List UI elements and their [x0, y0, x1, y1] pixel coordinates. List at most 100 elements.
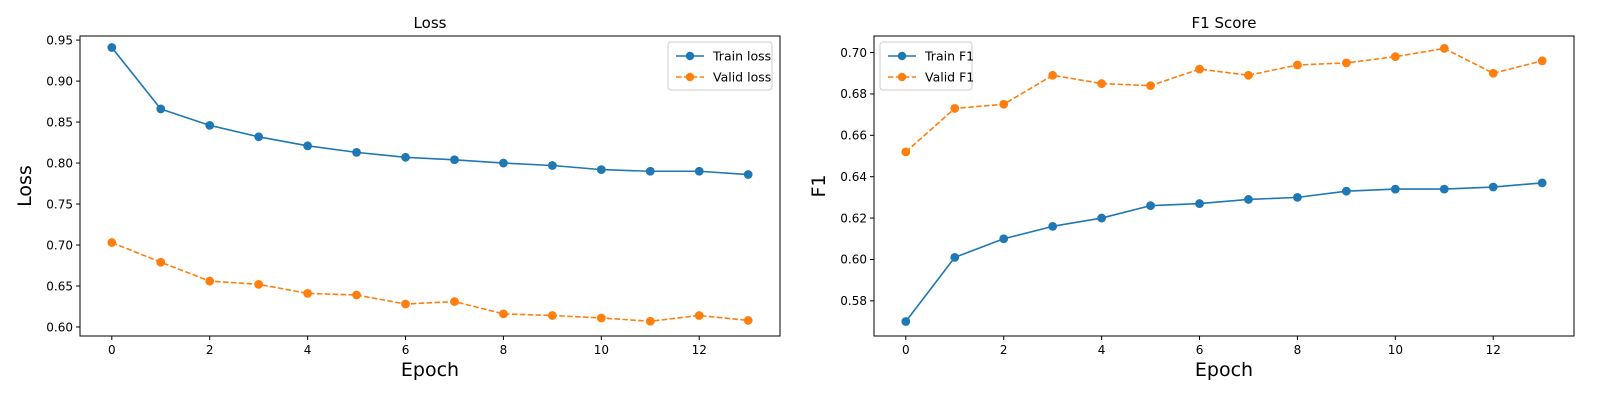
f1-y-axis-ticks: 0.58 0.60 0.62 0.64 0.66 0.68 0.70 — [840, 46, 874, 308]
f1-legend-train-label: Train F1 — [924, 49, 974, 64]
loss-train-loss-point — [645, 166, 655, 176]
loss-y-tick-label: 0.90 — [46, 74, 73, 88]
loss-valid-loss-point — [254, 279, 264, 289]
f1-valid-f1-point — [999, 99, 1009, 109]
loss-y-axis-title: Loss — [14, 165, 36, 207]
f1-valid-f1-point — [1048, 70, 1058, 80]
loss-chart: Loss 0.60 0.65 0.70 0.75 0.80 0.85 0.90 0.95 0 2… — [14, 14, 781, 381]
f1-train-f1-point — [1146, 201, 1155, 211]
f1-train-f1-line — [905, 182, 1543, 323]
f1-x-tick-label: 6 — [1196, 343, 1204, 357]
f1-y-tick-label: 0.60 — [840, 253, 867, 267]
f1-legend-train-marker — [897, 51, 907, 61]
loss-valid-loss-point — [694, 311, 704, 320]
loss-valid-loss-point — [450, 297, 459, 306]
loss-valid-loss-point — [303, 288, 313, 298]
loss-train-loss-point — [254, 132, 264, 142]
loss-x-tick-label: 0 — [108, 343, 116, 357]
f1-train-f1-point — [999, 234, 1009, 244]
f1-train-f1-point — [1439, 184, 1449, 194]
loss-legend-train-label: Train loss — [712, 49, 771, 64]
f1-train-f1-point — [1195, 199, 1204, 208]
loss-valid-loss-point — [352, 290, 361, 300]
loss-y-tick-label: 0.80 — [46, 156, 73, 170]
loss-series-layer — [107, 43, 753, 326]
f1-y-tick-label: 0.64 — [840, 170, 867, 184]
f1-y-tick-label: 0.62 — [840, 211, 867, 225]
f1-x-axis-ticks: 0 2 4 6 8 10 12 — [902, 336, 1501, 357]
f1-train-f1-point — [1244, 195, 1253, 204]
loss-legend-valid-label: Valid loss — [713, 70, 771, 85]
loss-plot-area — [79, 35, 781, 337]
f1-legend: Train F1 Valid F1 — [879, 41, 974, 91]
loss-valid-loss-point — [596, 313, 606, 323]
loss-chart-title: Loss — [414, 14, 447, 32]
loss-x-tick-label: 12 — [692, 343, 707, 357]
f1-valid-f1-point — [1439, 44, 1449, 53]
f1-valid-f1-point — [1341, 58, 1351, 68]
loss-valid-loss-point — [401, 299, 410, 309]
f1-valid-f1-point — [950, 104, 960, 113]
f1-valid-f1-point — [901, 147, 911, 157]
f1-valid-f1-point — [1293, 60, 1302, 70]
loss-train-loss-point — [499, 158, 508, 168]
loss-legend: Train loss Valid loss — [667, 41, 773, 91]
f1-plot-area — [873, 35, 1575, 337]
loss-train-loss-point — [450, 155, 459, 165]
f1-y-tick-label: 0.58 — [840, 294, 867, 308]
loss-x-tick-label: 6 — [402, 343, 410, 357]
loss-valid-loss-line — [111, 241, 749, 323]
f1-valid-f1-point — [1244, 70, 1253, 80]
loss-y-tick-label: 0.85 — [46, 115, 73, 129]
loss-train-loss-point — [401, 152, 410, 162]
loss-legend-valid-marker — [685, 72, 695, 82]
f1-x-tick-label: 8 — [1294, 343, 1302, 357]
f1-valid-f1-point — [1146, 81, 1155, 91]
loss-train-loss-point — [694, 166, 704, 176]
loss-train-loss-point — [156, 104, 166, 114]
loss-y-tick-label: 0.70 — [46, 238, 73, 252]
f1-train-f1-point — [1537, 178, 1547, 188]
f1-valid-f1-point — [1537, 56, 1547, 66]
f1-legend-valid-label: Valid F1 — [925, 70, 974, 85]
loss-x-tick-label: 8 — [500, 343, 508, 357]
loss-x-tick-label: 4 — [304, 343, 312, 357]
f1-y-tick-label: 0.70 — [840, 46, 867, 60]
loss-x-tick-label: 2 — [206, 343, 214, 357]
f1-train-f1-point — [1097, 213, 1107, 223]
loss-y-axis-ticks: 0.60 0.65 0.70 0.75 0.80 0.85 0.90 0.95 — [46, 33, 80, 334]
loss-valid-loss-point — [499, 309, 508, 319]
loss-train-loss-point — [596, 165, 606, 175]
f1-y-tick-label: 0.68 — [840, 87, 867, 101]
loss-train-loss-point — [352, 147, 361, 157]
loss-train-loss-point — [205, 120, 215, 130]
f1-x-axis-title: Epoch — [1195, 359, 1253, 381]
f1-valid-f1-point — [1097, 79, 1107, 88]
f1-series-layer — [901, 44, 1547, 326]
loss-valid-loss-point — [156, 257, 166, 267]
f1-train-f1-point — [1341, 186, 1351, 196]
f1-chart: F1 Score 0.58 0.60 0.62 0.64 0.66 0.68 0.70 0 2… — [808, 14, 1575, 381]
loss-valid-loss-point — [547, 311, 557, 320]
loss-valid-loss-point — [645, 316, 655, 326]
f1-x-tick-label: 2 — [1000, 343, 1008, 357]
f1-legend-valid-marker — [897, 72, 907, 82]
f1-train-f1-point — [950, 252, 960, 262]
loss-x-tick-label: 10 — [594, 343, 609, 357]
f1-valid-f1-point — [1390, 52, 1400, 62]
loss-y-tick-label: 0.60 — [46, 320, 73, 334]
loss-train-loss-point — [547, 161, 557, 170]
f1-y-tick-label: 0.66 — [840, 129, 867, 143]
loss-train-loss-point — [107, 43, 117, 52]
f1-x-tick-label: 4 — [1098, 343, 1106, 357]
loss-train-loss-point — [743, 170, 753, 179]
loss-valid-loss-point — [205, 276, 215, 286]
loss-valid-loss-point — [743, 316, 753, 325]
f1-valid-f1-point — [1488, 68, 1498, 78]
loss-x-axis-title: Epoch — [401, 359, 459, 381]
f1-x-tick-label: 10 — [1388, 343, 1403, 357]
f1-train-f1-point — [1048, 221, 1058, 231]
loss-y-tick-label: 0.65 — [46, 279, 73, 293]
f1-chart-title: F1 Score — [1192, 14, 1257, 32]
